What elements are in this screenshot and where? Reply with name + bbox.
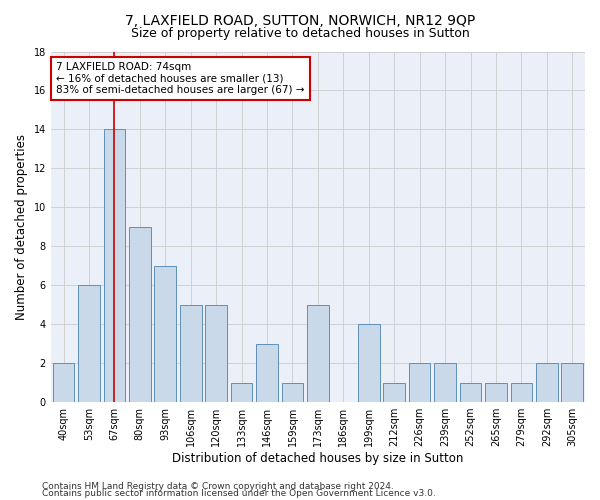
Bar xyxy=(231,382,253,402)
Text: Size of property relative to detached houses in Sutton: Size of property relative to detached ho… xyxy=(131,27,469,40)
Bar xyxy=(460,382,481,402)
Bar xyxy=(307,304,329,402)
Bar xyxy=(129,227,151,402)
Bar xyxy=(536,363,557,402)
Bar xyxy=(104,130,125,402)
Text: Contains public sector information licensed under the Open Government Licence v3: Contains public sector information licen… xyxy=(42,490,436,498)
Bar xyxy=(511,382,532,402)
Bar xyxy=(256,344,278,402)
Bar xyxy=(358,324,380,402)
Bar xyxy=(409,363,430,402)
Y-axis label: Number of detached properties: Number of detached properties xyxy=(15,134,28,320)
Text: 7 LAXFIELD ROAD: 74sqm
← 16% of detached houses are smaller (13)
83% of semi-det: 7 LAXFIELD ROAD: 74sqm ← 16% of detached… xyxy=(56,62,305,95)
Bar xyxy=(383,382,405,402)
Bar xyxy=(562,363,583,402)
Bar xyxy=(180,304,202,402)
Bar xyxy=(154,266,176,402)
Bar xyxy=(205,304,227,402)
Bar xyxy=(485,382,507,402)
Bar xyxy=(53,363,74,402)
Bar xyxy=(281,382,303,402)
Text: Contains HM Land Registry data © Crown copyright and database right 2024.: Contains HM Land Registry data © Crown c… xyxy=(42,482,394,491)
Text: 7, LAXFIELD ROAD, SUTTON, NORWICH, NR12 9QP: 7, LAXFIELD ROAD, SUTTON, NORWICH, NR12 … xyxy=(125,14,475,28)
Bar xyxy=(434,363,456,402)
Bar xyxy=(78,285,100,402)
X-axis label: Distribution of detached houses by size in Sutton: Distribution of detached houses by size … xyxy=(172,452,464,465)
